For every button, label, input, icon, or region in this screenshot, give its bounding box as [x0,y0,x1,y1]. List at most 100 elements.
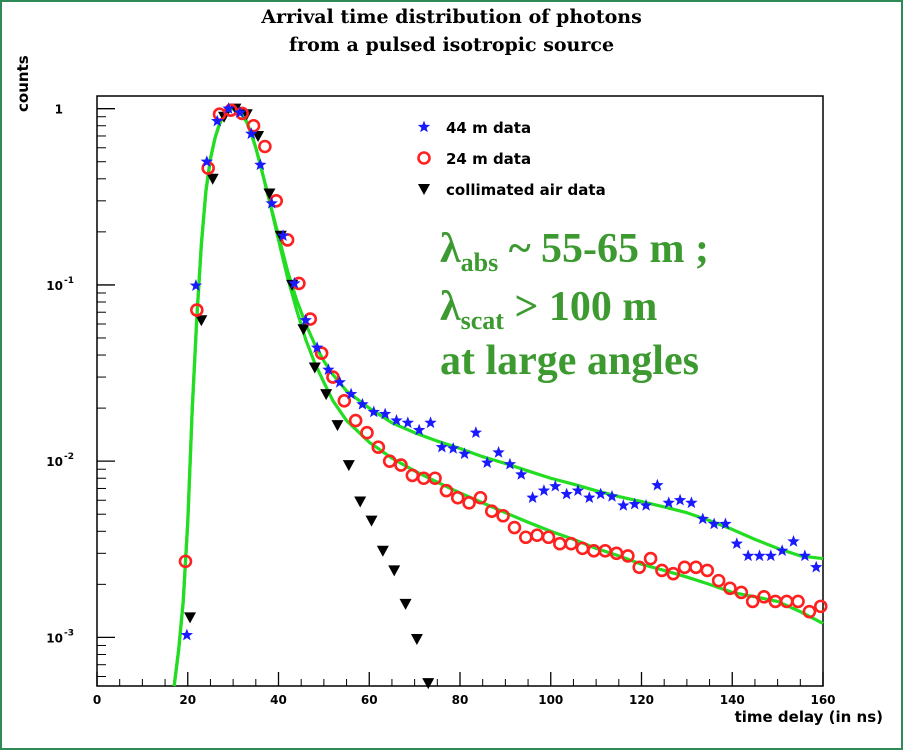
44-m-data-point [673,493,687,506]
24-m-data-point [802,604,817,619]
legend-marker [417,151,431,165]
24-m-data-point [530,528,544,543]
44-m-data-point [764,549,777,562]
44-m-data-point [617,499,630,511]
24-m-data-point [462,496,476,510]
44-m-data-point [200,155,213,167]
legend-label: 24 m data [446,150,531,168]
44-m-data-point [696,512,709,525]
44-m-data-point [503,457,517,470]
annotation-line-1-symbol: λ [440,226,461,272]
annotation-line-1: λabs ~ 55-65 m ; [440,228,709,276]
chart-title: Arrival time distribution of photons [261,6,642,28]
24-m-data-point [348,413,363,428]
x-tick-label: 80 [452,693,469,707]
44-m-data-point [265,196,278,209]
44-m-data-point [469,426,483,438]
44-m-data-point [526,491,539,504]
x-tick-label: 140 [720,693,745,707]
24-m-data-point [689,560,703,575]
collimated-air-data-point [399,598,412,610]
24-m-data-point [564,536,578,551]
44-m-data-point [481,456,494,468]
24-m-data-point [745,594,760,609]
44-m-data-point [775,544,789,557]
44-m-data-point [447,441,460,454]
44-m-data-point [288,276,301,289]
collimated-air-data-point [376,545,389,557]
collimated-air-data-point [308,362,321,374]
chart-subtitle: from a pulsed isotropic source [288,34,615,56]
44-m-data-point [685,496,698,509]
24-m-data-point [666,566,681,581]
24-m-data-point [757,589,771,604]
collimated-air-data-point [252,130,265,142]
x-tick-label: 20 [179,693,196,707]
annotation-line-1-text: ~ 55-65 m ; [498,226,710,272]
44-m-data-point [233,106,247,118]
24-m-data-point [484,504,499,519]
24-m-data-point [235,106,249,121]
24-m-data-point [405,468,420,483]
44-m-data-point [458,447,471,460]
44-m-data-point [180,628,194,641]
44-m-data-point [412,423,426,436]
44-m-data-point [492,445,505,458]
44-m-data-point [730,537,743,549]
44-m-data-point [549,479,562,492]
x-tick-label: 60 [361,693,378,707]
44-m-data-point [222,102,235,114]
44-m-data-point [810,560,823,573]
annotation-line-2-symbol: λ [440,284,461,330]
24-m-data-point [246,118,261,133]
24-m-data-point [371,440,386,455]
x-tick-label: 160 [810,693,835,707]
44-m-data-point [189,279,203,291]
44-m-data-point [560,487,573,500]
collimated-air-data-point [184,612,197,624]
y-tick-label: 10 [46,279,63,293]
y-tick-exponent: -2 [64,452,74,462]
collimated-air-data-point [342,460,355,472]
24-m-data-point [723,581,737,596]
collimated-air-data-point [365,515,378,527]
legend-label: 44 m data [446,119,531,137]
24-m-data-point [360,425,374,440]
44-m-data-point [333,375,346,388]
collimated-air-data-point [320,389,333,401]
44-m-data-point [401,416,414,429]
44-m-data-point [741,549,755,562]
24-m-data-point [314,346,329,360]
legend-marker [418,184,430,195]
fit-curve-line [172,107,824,687]
44-m-data-point [515,468,528,480]
44-m-data-point [390,414,403,426]
44-m-data-point [571,484,585,496]
24-m-data-point [643,551,658,566]
24-m-data-point [382,454,397,468]
y-tick-label: 10 [46,631,63,645]
x-axis-label: time delay (in ns) [734,708,883,726]
y-tick-exponent: -3 [64,628,74,638]
44-m-data-point [662,496,675,509]
24-m-data-point [496,508,510,523]
44-m-data-point [798,549,812,562]
legend-label: collimated air data [446,181,606,199]
collimated-air-data-point [297,324,310,336]
44-m-data-point [245,127,258,140]
x-tick-label: 0 [93,693,101,707]
24-m-data-point [700,563,715,578]
24-m-data-point [190,303,204,317]
44-m-data-point [753,549,766,562]
44-m-data-point [322,363,335,376]
x-tick-label: 100 [538,693,563,707]
44-m-data-point [424,416,437,429]
44-m-data-point [537,484,551,496]
44-m-data-point [356,397,369,410]
24-m-data-point [553,536,567,551]
44-m-data-point [276,229,290,242]
24-m-data-point [813,599,828,614]
24-m-data-point [711,573,726,588]
